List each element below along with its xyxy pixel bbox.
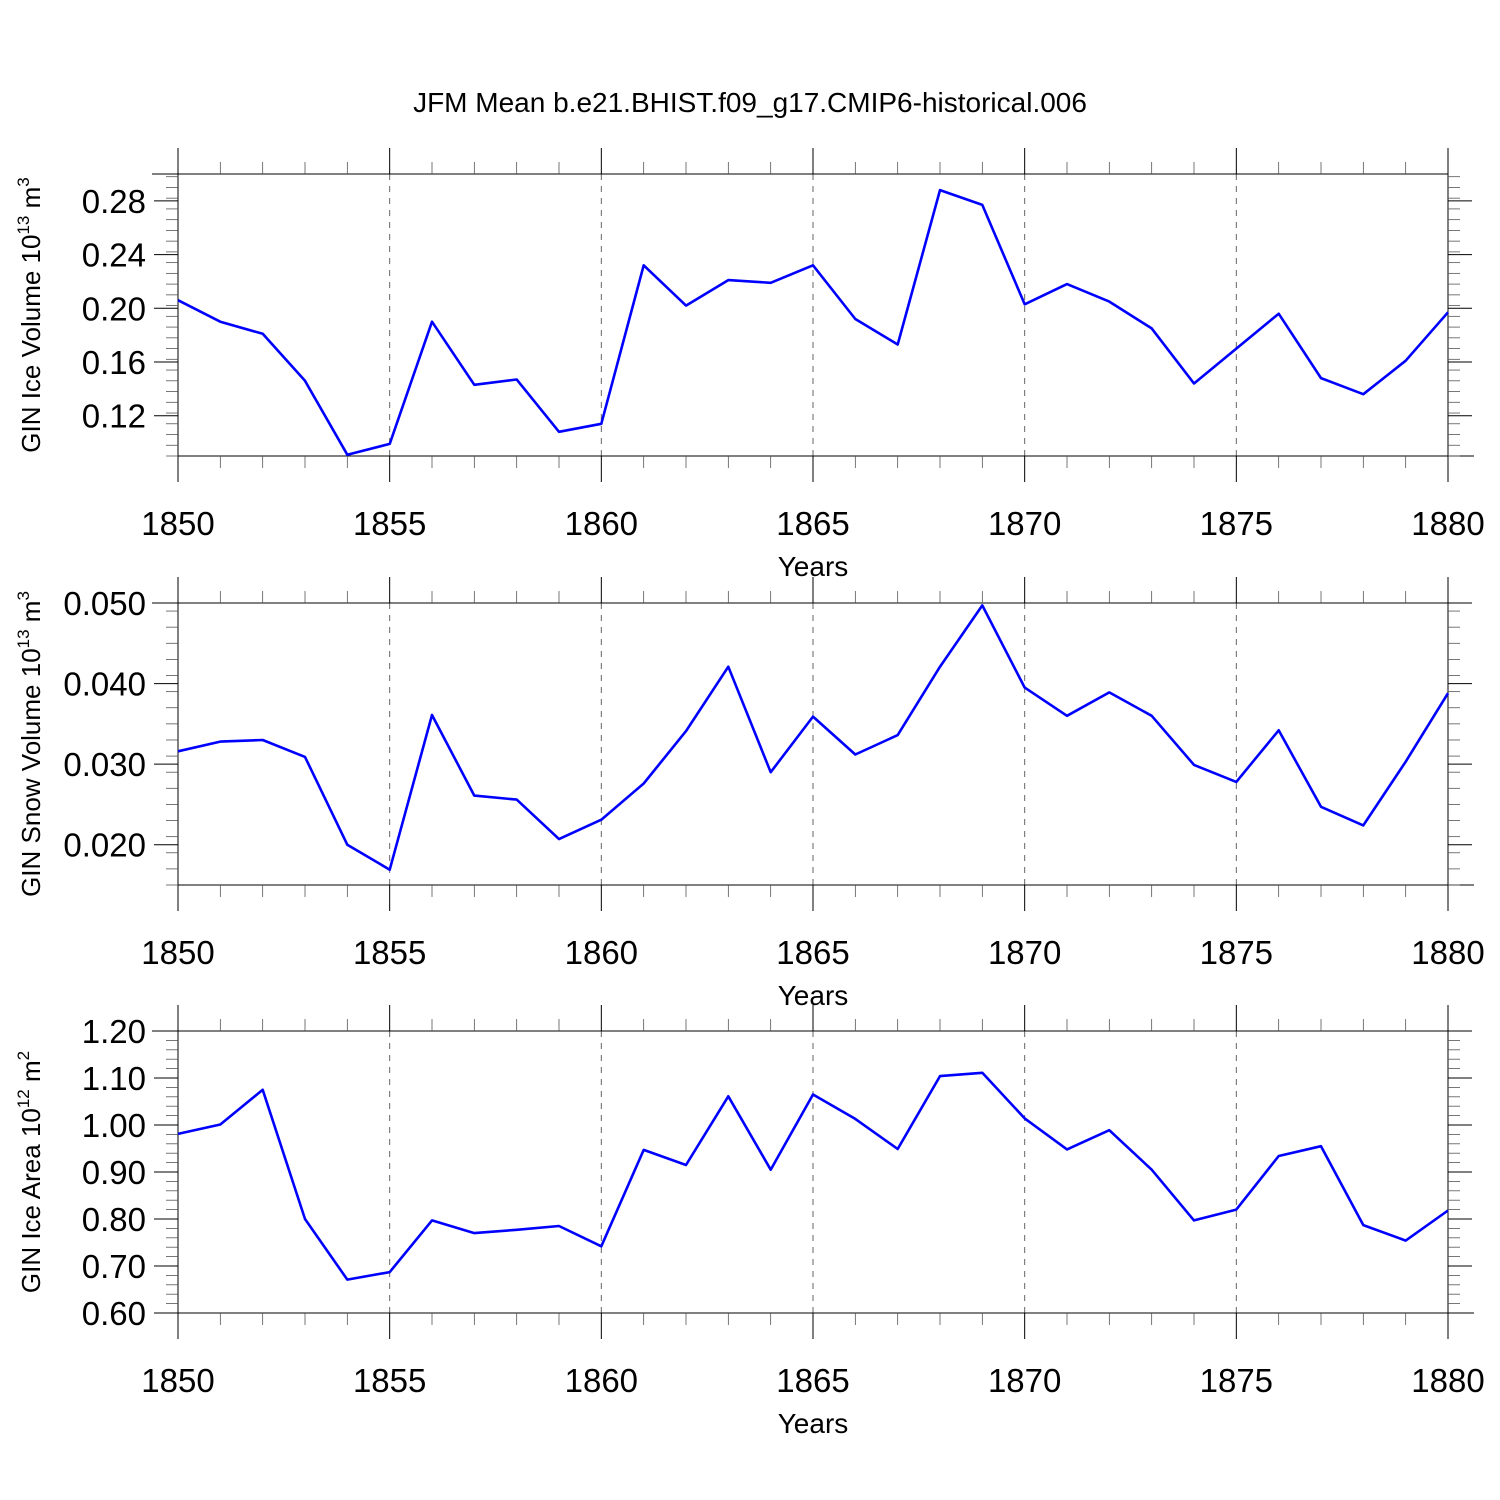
y-axis-label-superscript: 3 (14, 177, 33, 186)
y-axis-label: GIN Snow Volume 1013 m3 (14, 591, 46, 897)
x-tick-label: 1880 (1411, 934, 1484, 971)
y-tick-label: 1.20 (82, 1013, 146, 1050)
y-tick-label: 0.030 (63, 746, 146, 783)
x-tick-label: 1860 (565, 505, 638, 542)
y-tick-label: 1.00 (82, 1107, 146, 1144)
x-tick-label: 1855 (353, 1362, 426, 1399)
y-axis-label-superscript: 3 (14, 591, 33, 600)
y-tick-label: 0.050 (63, 585, 146, 622)
x-tick-label: 1870 (988, 1362, 1061, 1399)
y-axis-label-superscript: 13 (14, 216, 33, 235)
y-tick-label: 0.80 (82, 1201, 146, 1238)
y-axis-label-superscript: 12 (14, 1089, 33, 1108)
y-tick-label: 0.020 (63, 827, 146, 864)
chart-title: JFM Mean b.e21.BHIST.f09_g17.CMIP6-histo… (413, 87, 1087, 118)
y-tick-label: 0.90 (82, 1154, 146, 1191)
x-tick-label: 1875 (1200, 1362, 1273, 1399)
y-axis-label: GIN Ice Area 1012 m2 (14, 1051, 46, 1293)
y-tick-label: 0.60 (82, 1295, 146, 1332)
y-axis-label-text: m (16, 601, 46, 630)
x-tick-label: 1860 (565, 934, 638, 971)
y-axis-label-text: m (16, 187, 46, 216)
x-tick-label: 1855 (353, 505, 426, 542)
x-tick-label: 1865 (776, 934, 849, 971)
x-tick-label: 1850 (141, 934, 214, 971)
panel-3: 0.60 0.70 0.80 0.90 1.00 1.10 1.20 1850 1855 1860… (14, 1005, 1485, 1439)
y-axis-label-text: m (16, 1060, 46, 1089)
y-tick-label: 0.28 (82, 183, 146, 220)
x-tick-label: 1860 (565, 1362, 638, 1399)
y-tick-label: 0.70 (82, 1248, 146, 1285)
x-tick-label: 1875 (1200, 934, 1273, 971)
y-axis-label-text: GIN Ice Volume 10 (16, 235, 46, 453)
x-tick-label: 1865 (776, 1362, 849, 1399)
x-tick-label: 1870 (988, 934, 1061, 971)
x-axis-label: Years (778, 551, 849, 582)
x-tick-label: 1865 (776, 505, 849, 542)
y-axis-label-text: GIN Ice Area 10 (16, 1108, 46, 1293)
y-axis-label: GIN Ice Volume 1013 m3 (14, 177, 46, 453)
y-tick-label: 0.16 (82, 344, 146, 381)
y-tick-label: 0.040 (63, 666, 146, 703)
y-axis-label-superscript: 2 (14, 1051, 33, 1060)
x-tick-label: 1880 (1411, 505, 1484, 542)
x-tick-label: 1855 (353, 934, 426, 971)
y-tick-label: 1.10 (82, 1060, 146, 1097)
x-tick-label: 1870 (988, 505, 1061, 542)
x-tick-label: 1880 (1411, 1362, 1484, 1399)
panels-group: 0.12 0.16 0.20 0.24 0.28 1850 1855 1860 1865 1870… (14, 148, 1485, 1439)
x-tick-label: 1850 (141, 505, 214, 542)
y-tick-label: 0.24 (82, 237, 146, 274)
panel-1: 0.12 0.16 0.20 0.24 0.28 1850 1855 1860 1865 1870… (14, 148, 1485, 582)
y-tick-label: 0.20 (82, 290, 146, 327)
x-tick-label: 1875 (1200, 505, 1273, 542)
x-tick-label: 1850 (141, 1362, 214, 1399)
y-axis-label-superscript: 13 (14, 629, 33, 648)
y-tick-label: 0.12 (82, 398, 146, 435)
x-axis-label: Years (778, 1408, 849, 1439)
panel-2: 0.020 0.030 0.040 0.050 1850 1855 1860 1865 1870… (14, 577, 1485, 1011)
y-axis-label-text: GIN Snow Volume 10 (16, 648, 46, 897)
